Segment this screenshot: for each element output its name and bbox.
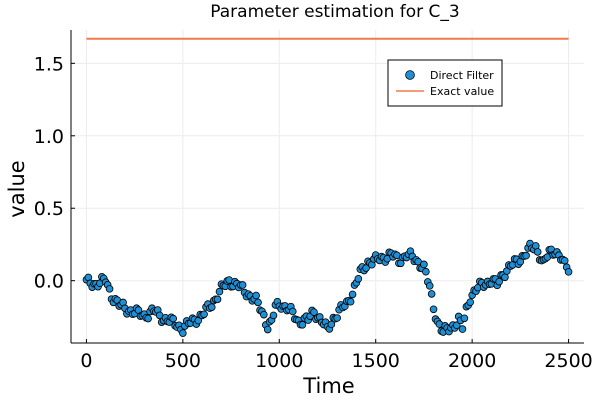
- direct-filter-point: [179, 329, 187, 337]
- direct-filter-point: [466, 298, 475, 306]
- direct-filter-point: [533, 248, 542, 256]
- direct-filter-point: [420, 260, 428, 269]
- direct-filter-point: [269, 311, 278, 320]
- x-tick-label: 2500: [544, 350, 592, 372]
- direct-filter-point: [169, 314, 178, 323]
- direct-filter-point: [238, 281, 247, 289]
- direct-filter-point: [362, 264, 370, 272]
- x-axis-label: Time: [302, 374, 354, 398]
- y-tick-label: 0.0: [34, 271, 64, 293]
- direct-filter-point: [427, 290, 436, 298]
- direct-filter-point: [288, 307, 297, 316]
- direct-filter-point: [260, 310, 268, 319]
- direct-filter-point: [425, 282, 434, 290]
- direct-filter-point: [560, 256, 569, 265]
- y-tick-label: 1.0: [34, 126, 64, 148]
- x-tick-label: 1000: [255, 350, 303, 372]
- direct-filter-point: [144, 314, 152, 323]
- x-tick-label: 1500: [352, 350, 400, 372]
- direct-filter-point: [215, 287, 224, 296]
- chart-title: Parameter estimation for C_3: [210, 2, 459, 22]
- direct-filter-point: [333, 314, 341, 322]
- direct-filter-point: [105, 285, 114, 293]
- legend-box: [387, 59, 503, 107]
- direct-filter-points: [82, 239, 573, 337]
- x-tick-label: 2000: [448, 350, 496, 372]
- legend-label-direct-filter: Direct Filter: [430, 69, 494, 82]
- direct-filter-point: [327, 320, 336, 329]
- direct-filter-point: [252, 291, 260, 300]
- y-tick-label: 0.5: [34, 198, 64, 220]
- x-tick-label: 500: [165, 350, 201, 372]
- x-tick-label: 0: [80, 350, 92, 372]
- direct-filter-point: [200, 310, 208, 319]
- direct-filter-point: [348, 290, 357, 299]
- direct-filter-point: [564, 268, 573, 276]
- legend: Direct Filter Exact value: [387, 59, 503, 107]
- direct-filter-point: [460, 314, 469, 323]
- direct-filter-point: [422, 267, 430, 276]
- direct-filter-point: [501, 273, 509, 282]
- direct-filter-point: [429, 305, 438, 314]
- direct-filter-point: [458, 325, 467, 333]
- direct-filter-point: [522, 251, 530, 260]
- direct-filter-point: [346, 297, 355, 306]
- direct-filter-point: [298, 320, 307, 329]
- series-layer: [82, 37, 573, 337]
- direct-filter-point: [354, 274, 363, 283]
- direct-filter-point: [495, 277, 503, 286]
- y-axis-label: value: [5, 160, 29, 217]
- legend-label-exact-value: Exact value: [430, 85, 494, 98]
- axes-layer: 0 500 1000 1500 2000 2500 0.0 0.5 1.0 1.5: [34, 30, 593, 372]
- legend-marker-direct-filter: [405, 70, 415, 80]
- direct-filter-point: [213, 295, 222, 304]
- y-tick-label: 1.5: [34, 53, 64, 75]
- direct-filter-point: [310, 308, 318, 316]
- direct-filter-point: [263, 325, 272, 334]
- direct-filter-point: [207, 303, 216, 311]
- direct-filter-point: [254, 298, 262, 307]
